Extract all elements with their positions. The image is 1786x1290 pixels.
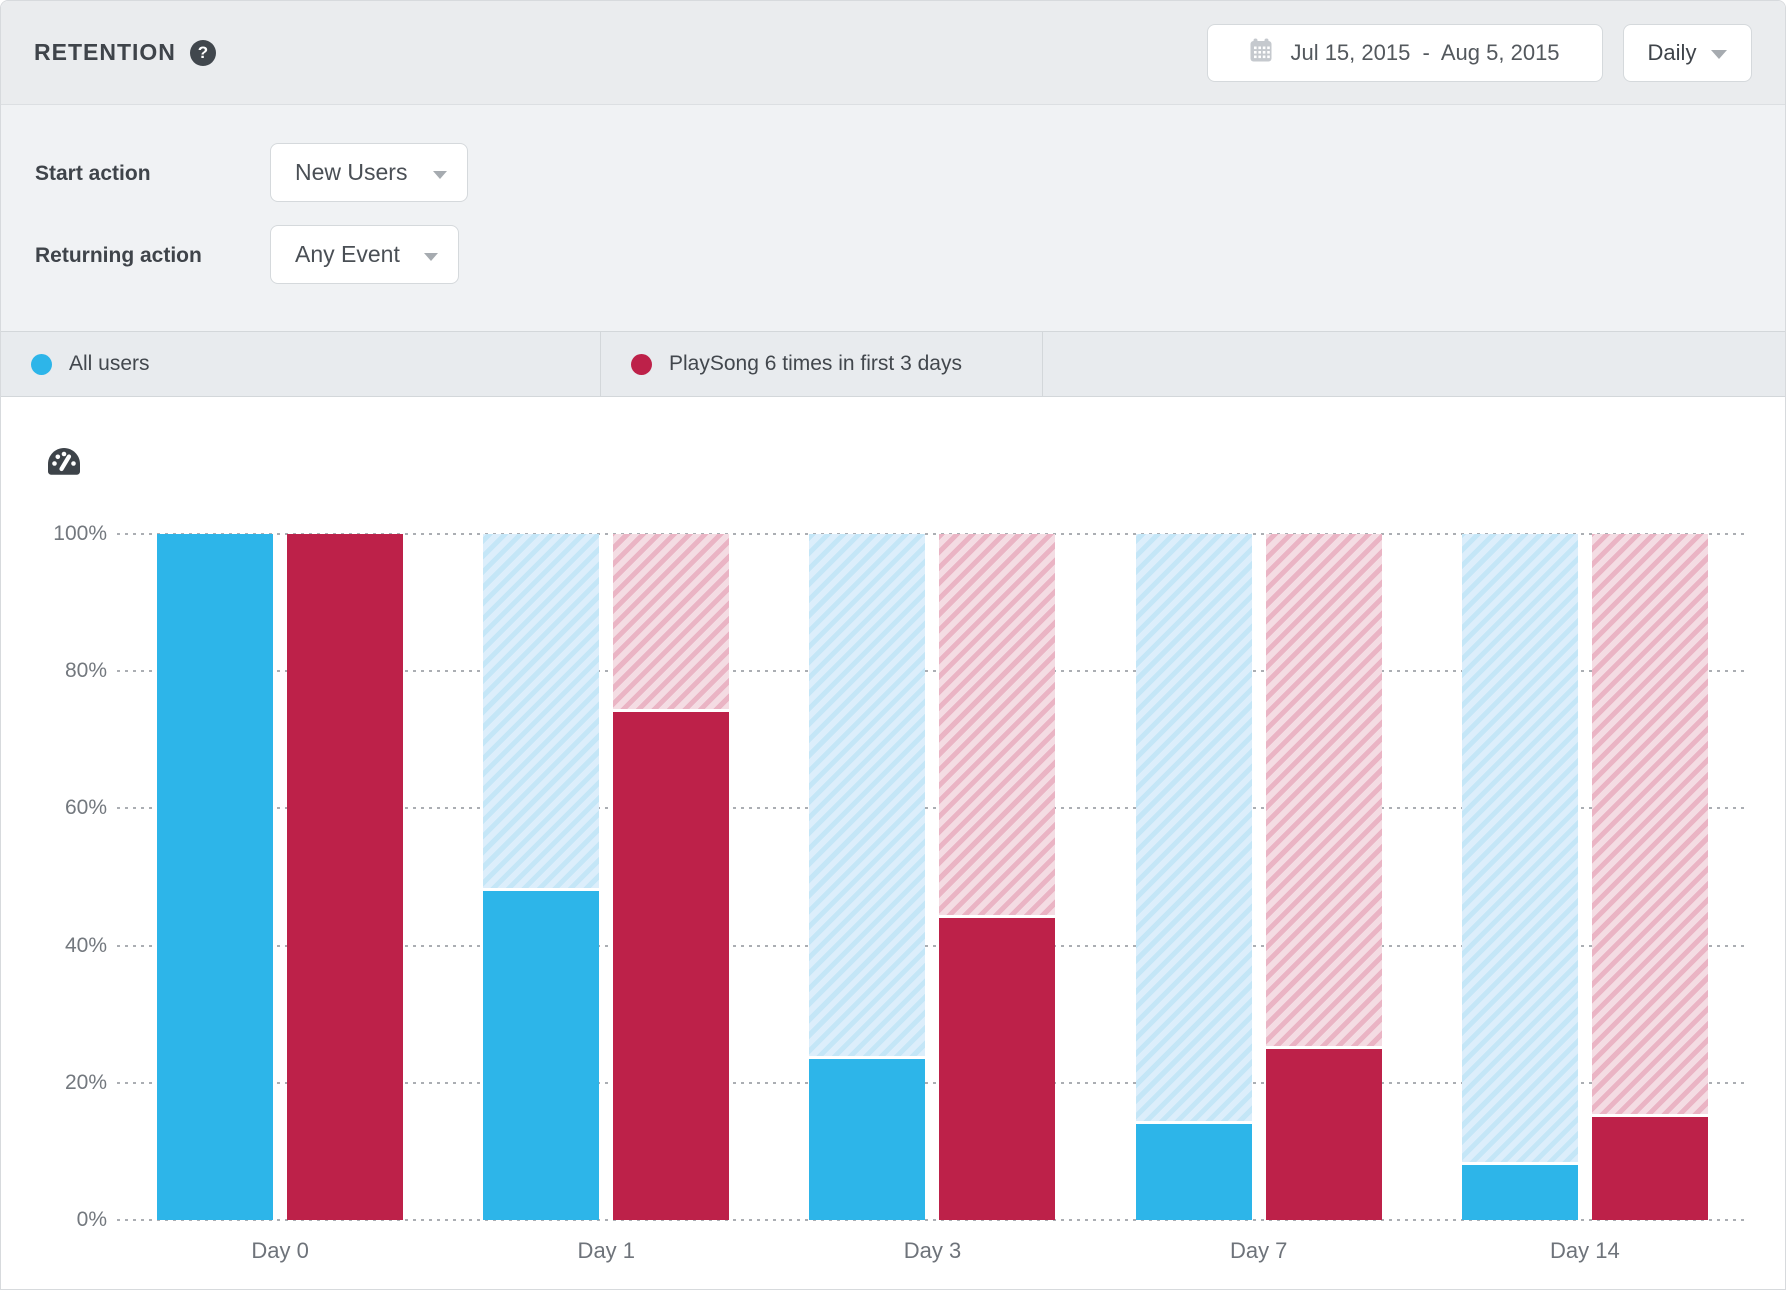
gridline (117, 1081, 1748, 1084)
date-range-picker[interactable]: Jul 15, 2015 - Aug 5, 2015 (1207, 23, 1603, 82)
header-controls: Jul 15, 2015 - Aug 5, 2015 Daily (1207, 23, 1752, 82)
bar-group-day-3 (769, 534, 1095, 1220)
bar-unretained-hatch (1265, 534, 1382, 1049)
granularity-dropdown[interactable]: Daily (1623, 23, 1752, 82)
bar-all-users-day-14[interactable] (1461, 534, 1578, 1220)
returning-action-value: Any Event (295, 241, 400, 267)
page-title: RETENTION (34, 39, 176, 65)
x-tick-label: Day 14 (1550, 1238, 1620, 1263)
plot-area (117, 533, 1748, 1221)
y-tick-label: 80% (64, 659, 107, 683)
legend-item-all-users[interactable]: All users (1, 332, 601, 396)
date-range-label: Jul 15, 2015 - Aug 5, 2015 (1290, 39, 1560, 65)
bar-retained-solid (1591, 1117, 1708, 1220)
gridline (117, 533, 1748, 535)
y-tick-label: 60% (64, 796, 107, 820)
start-action-dropdown[interactable]: New Users (270, 143, 468, 202)
x-tick-label: Day 1 (577, 1238, 636, 1263)
bar-unretained-hatch (1135, 534, 1252, 1124)
bar-retained-solid (809, 1058, 926, 1220)
legend-dot-blue (31, 353, 52, 375)
bar-all-users-day-3[interactable] (809, 534, 926, 1220)
legend-bar: All users PlaySong 6 times in first 3 da… (1, 331, 1785, 397)
start-action-label: Start action (35, 162, 151, 185)
bar-playsong-6-times-in-first-3-days-day-3[interactable] (939, 534, 1056, 1220)
bar-retained-solid (1265, 1048, 1382, 1220)
gauge-icon[interactable] (47, 447, 81, 481)
bar-retained-solid (1135, 1123, 1252, 1220)
help-icon[interactable]: ? (189, 39, 216, 66)
gridline (117, 670, 1748, 673)
x-tick-label: Day 3 (903, 1238, 962, 1263)
x-tick-label: Day 7 (1229, 1238, 1288, 1263)
bar-unretained-hatch (809, 534, 926, 1059)
gridline (117, 1219, 1748, 1221)
bar-retained-solid (483, 890, 600, 1220)
title-wrap: RETENTION ? (34, 39, 216, 66)
granularity-value: Daily (1647, 39, 1697, 65)
bar-all-users-day-7[interactable] (1135, 534, 1252, 1220)
bar-unretained-hatch (613, 534, 730, 713)
bar-retained-solid (1461, 1165, 1578, 1220)
chevron-down-icon (424, 252, 438, 261)
bar-playsong-6-times-in-first-3-days-day-0[interactable] (287, 534, 404, 1220)
bar-group-day-0 (117, 534, 443, 1220)
chevron-down-icon (1711, 50, 1728, 59)
y-axis-labels: 100% 80% 60% 40% 20% 0% (1, 522, 107, 1231)
gridline (117, 944, 1748, 947)
x-tick-label: Day 0 (251, 1238, 309, 1263)
bar-group-day-14 (1422, 534, 1748, 1220)
returning-action-label: Returning action (35, 244, 202, 267)
y-tick-label: 40% (64, 933, 107, 957)
legend-item-playsong-cohort[interactable]: PlaySong 6 times in first 3 days (601, 332, 1043, 396)
bar-unretained-hatch (1591, 534, 1708, 1118)
start-action-value: New Users (295, 159, 408, 185)
bar-playsong-6-times-in-first-3-days-day-14[interactable] (1591, 534, 1708, 1220)
y-tick-label: 20% (64, 1070, 107, 1094)
bar-playsong-6-times-in-first-3-days-day-1[interactable] (613, 534, 730, 1220)
y-tick-label: 0% (76, 1208, 107, 1231)
bar-playsong-6-times-in-first-3-days-day-7[interactable] (1265, 534, 1382, 1220)
y-tick-label: 100% (53, 522, 107, 545)
bar-retained-solid (287, 534, 404, 1220)
gridline (117, 807, 1748, 810)
bar-unretained-hatch (483, 534, 600, 891)
bar-retained-solid (939, 918, 1056, 1220)
bar-all-users-day-1[interactable] (483, 534, 600, 1220)
bar-all-users-day-0[interactable] (157, 534, 274, 1220)
legend-item-label: PlaySong 6 times in first 3 days (669, 352, 962, 375)
x-axis-labels: Day 0 Day 1 Day 3 Day 7 Day 14 (117, 1238, 1748, 1270)
bar-unretained-hatch (1461, 534, 1578, 1166)
header: RETENTION ? Jul 15, (1, 1, 1785, 105)
bar-group-day-7 (1096, 534, 1422, 1220)
bar-group-day-1 (443, 534, 769, 1220)
chevron-down-icon (433, 170, 447, 179)
legend-empty-cell (1043, 332, 1785, 396)
bar-unretained-hatch (939, 534, 1056, 919)
returning-action-dropdown[interactable]: Any Event (270, 225, 459, 284)
bar-retained-solid (157, 534, 274, 1220)
bar-retained-solid (613, 712, 730, 1220)
calendar-icon (1250, 38, 1272, 68)
filters-section: Start action New Users Returning action … (1, 105, 1785, 331)
legend-item-label: All users (69, 352, 150, 375)
legend-dot-red (631, 353, 652, 375)
